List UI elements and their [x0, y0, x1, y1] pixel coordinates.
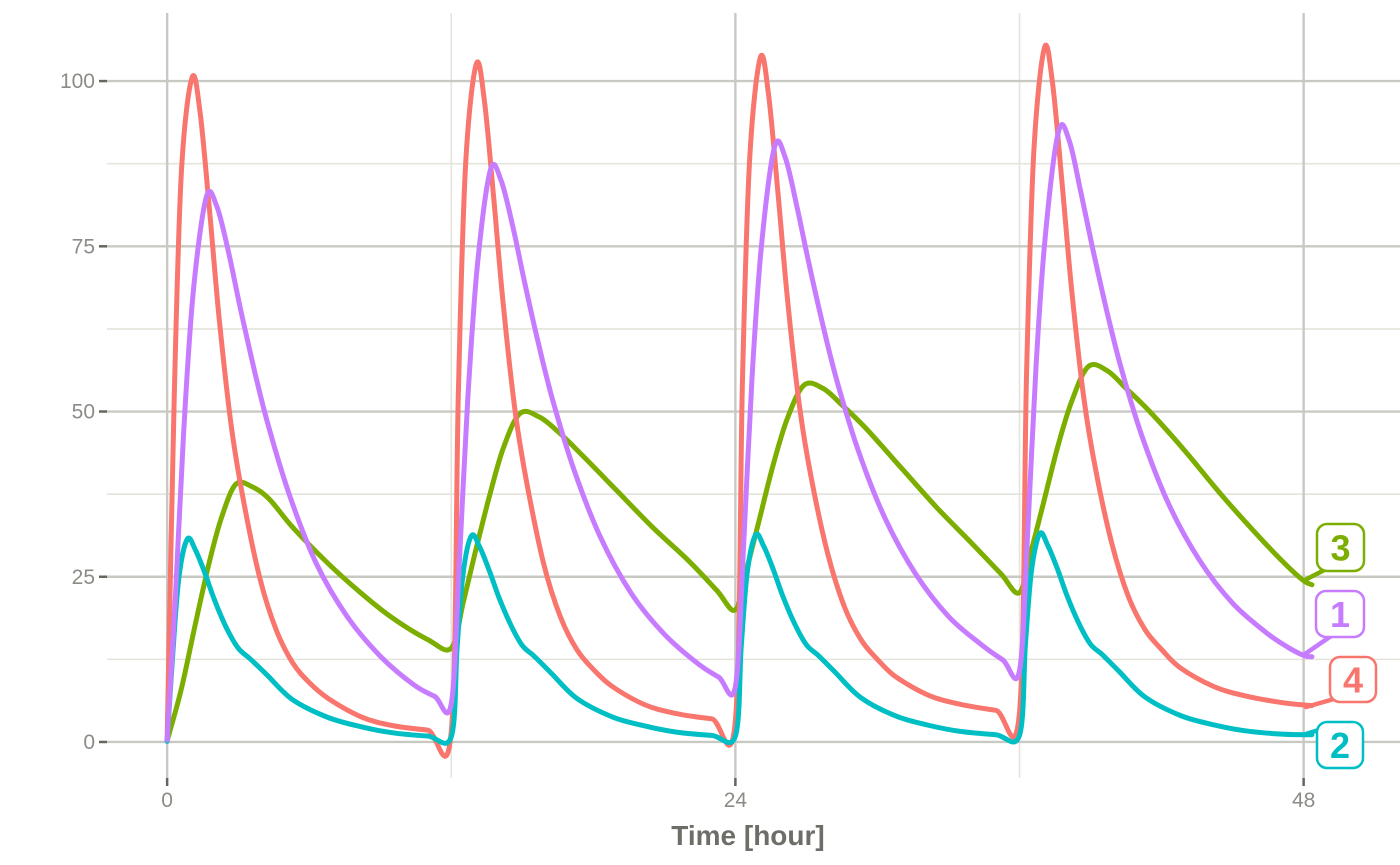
x-tick-label: 48 — [1292, 789, 1315, 812]
series-lines — [164, 42, 1315, 759]
series-line-1 — [164, 122, 1315, 743]
series-label-text-2: 2 — [1330, 725, 1350, 766]
series-label-text-4: 4 — [1343, 660, 1363, 701]
y-tick-label: 75 — [72, 235, 95, 258]
y-tick-label: 25 — [72, 566, 95, 589]
series-label-box-4 — [1328, 655, 1378, 704]
series-line-2 — [164, 530, 1315, 746]
x-axis-title: Time [hour] — [671, 820, 824, 851]
y-tick-label: 100 — [60, 70, 95, 93]
y-tick-label: 50 — [72, 401, 95, 424]
series-end-labels: 3 1 4 2 — [1302, 522, 1378, 770]
grid-major — [107, 13, 1400, 778]
series-label-box-1 — [1314, 589, 1366, 639]
series-label-box-3 — [1315, 522, 1366, 573]
series-label-box-2 — [1315, 720, 1365, 770]
axis-tick-marks — [99, 79, 1305, 786]
series-label-text-1: 1 — [1330, 594, 1350, 635]
series-label-text-3: 3 — [1330, 528, 1350, 569]
x-tick-label: 0 — [161, 789, 173, 812]
y-tick-label: 0 — [83, 731, 95, 754]
x-tick-label: 24 — [724, 789, 748, 812]
axis-tick-labels: 0 24 48 0 25 50 75 100 — [60, 70, 1315, 812]
